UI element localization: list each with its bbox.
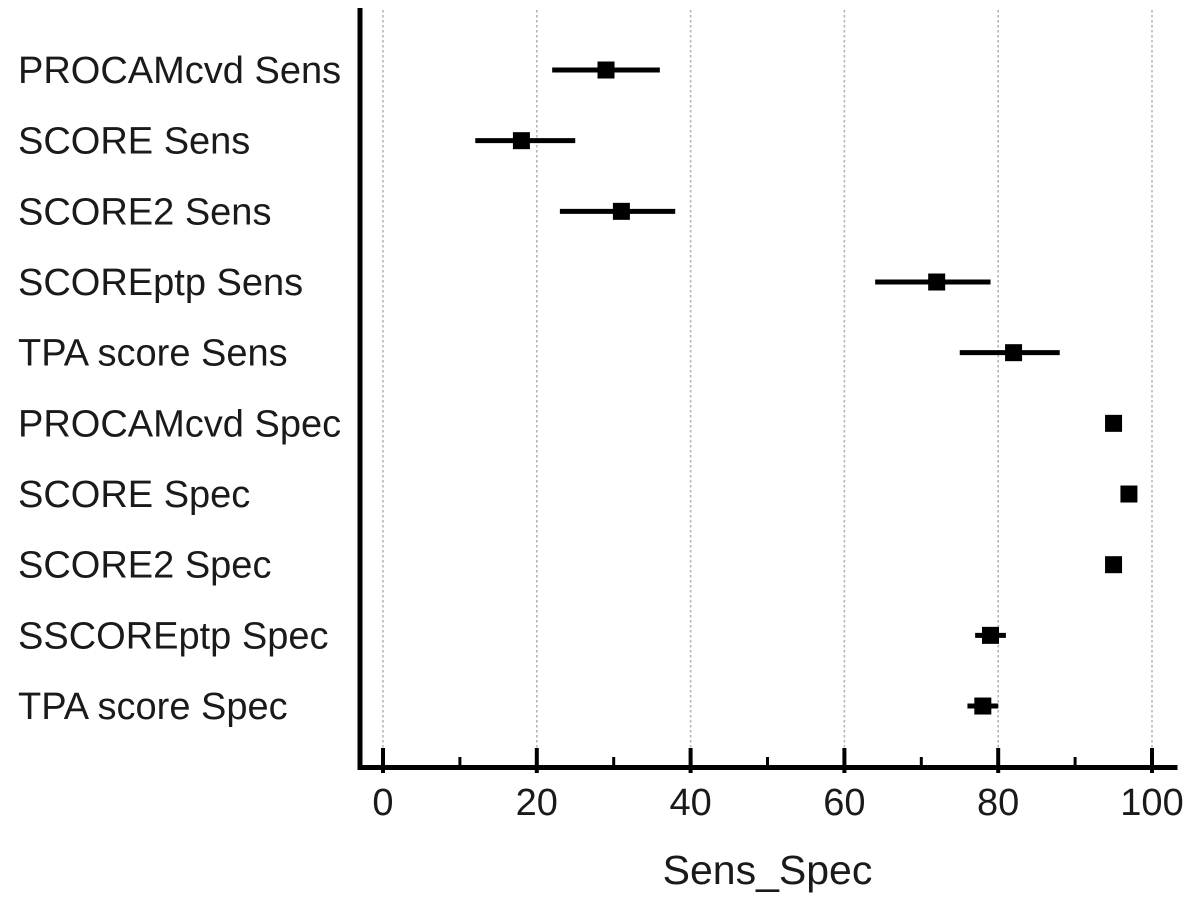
category-label: TPA score Sens	[18, 333, 288, 375]
category-label: PROCAMcvd Spec	[18, 403, 341, 445]
x-minor-tick	[919, 757, 923, 765]
x-axis-ticks	[381, 748, 1154, 773]
x-major-tick	[996, 748, 1001, 773]
data-point-marker	[1105, 556, 1123, 574]
x-tick-label: 80	[977, 782, 1019, 824]
data-point-marker	[982, 626, 1000, 644]
x-major-tick	[534, 748, 539, 773]
x-major-tick	[842, 748, 847, 773]
x-minor-tick	[1073, 757, 1077, 765]
data-point-marker	[512, 132, 530, 150]
x-axis-tick-labels: 0 20 40 60 80 100	[372, 782, 1183, 824]
category-labels: PROCAMcvd Sens SCORE Sens SCORE2 Sens SCORE…	[18, 50, 341, 728]
category-label: SCOREptp Sens	[18, 262, 303, 304]
x-major-tick	[381, 748, 385, 773]
data-point-marker	[1005, 344, 1023, 362]
y-axis-spine	[357, 8, 363, 770]
category-label: SCORE2 Spec	[18, 545, 271, 587]
x-axis-spine	[357, 765, 1178, 770]
x-major-tick	[1150, 748, 1154, 773]
x-axis-label: Sens_Spec	[663, 847, 873, 893]
data-point-marker	[928, 273, 946, 291]
data-point-marker	[1105, 414, 1123, 432]
x-minor-tick	[612, 757, 616, 765]
x-tick-label: 100	[1120, 782, 1183, 824]
x-major-tick	[688, 748, 693, 773]
x-tick-label: 0	[372, 782, 393, 824]
x-tick-label: 60	[823, 782, 865, 824]
data-series	[475, 61, 1138, 715]
category-label: PROCAMcvd Sens	[18, 50, 341, 92]
x-minor-tick	[766, 757, 769, 765]
category-label: SCORE Spec	[18, 474, 250, 516]
category-label: SSCOREptp Spec	[18, 615, 328, 657]
data-point-marker	[1120, 485, 1138, 503]
x-minor-tick	[458, 757, 462, 765]
data-point-marker	[597, 61, 615, 79]
category-label: SCORE2 Sens	[18, 191, 271, 233]
x-tick-label: 40	[669, 782, 711, 824]
x-tick-label: 20	[516, 782, 558, 824]
category-label: TPA score Spec	[18, 686, 288, 728]
category-label: SCORE Sens	[18, 121, 250, 163]
gridlines	[382, 10, 1153, 765]
data-point-marker	[974, 697, 992, 715]
data-point-marker	[612, 202, 630, 220]
